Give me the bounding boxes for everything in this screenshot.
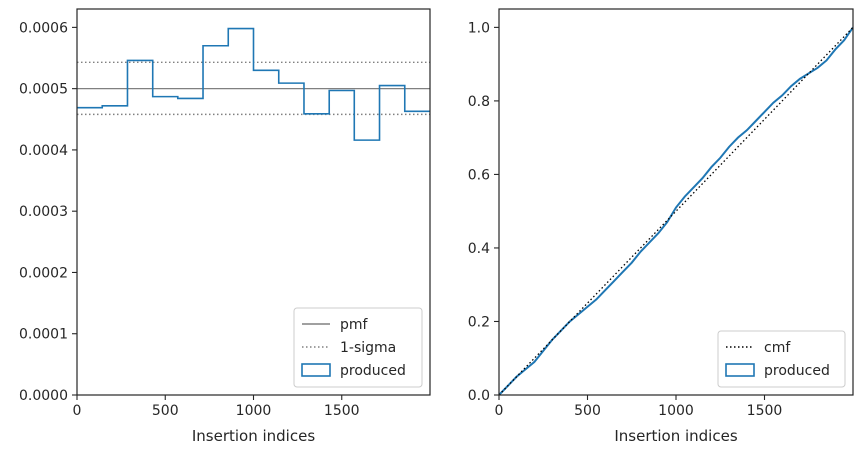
right-x-ticks: 0 500 1000 1500 (495, 395, 783, 419)
right-cmf-line (499, 26, 853, 395)
left-y-tick-label-6: 0.0006 (19, 20, 68, 36)
left-y-tick-label-5: 0.0005 (19, 82, 68, 98)
right-legend-produced-label: produced (764, 363, 830, 379)
right-plot-area (499, 26, 853, 395)
left-y-tick-label-4: 0.0004 (19, 143, 68, 159)
left-y-tick-label-2: 0.0002 (19, 265, 68, 281)
left-x-tick-label-2: 1000 (236, 403, 272, 419)
left-legend-box (293, 307, 423, 388)
left-x-axis-label: Insertion indices (192, 427, 315, 445)
right-y-tick-label-2: 0.4 (468, 241, 490, 257)
right-legend: cmf produced (717, 330, 846, 388)
right-cumulative-panel: 0 500 1000 1500 0.0 0.2 0.4 0.6 0.8 1.0 Insertio… (468, 8, 854, 445)
left-y-tick-label-3: 0.0003 (19, 204, 68, 220)
left-histogram-panel: 0 500 1000 1500 0.00000.00010.00020.00030.0… (19, 8, 431, 445)
right-x-tick-label-3: 1500 (747, 403, 783, 419)
right-legend-produced-swatch (725, 363, 755, 377)
right-y-ticks: 0.0 0.2 0.4 0.6 0.8 1.0 (468, 20, 499, 404)
left-legend-produced-label: produced (340, 363, 406, 379)
right-x-tick-label-2: 1000 (658, 403, 694, 419)
left-x-tick-label-0: 0 (73, 403, 82, 419)
right-y-tick-label-3: 0.6 (468, 167, 490, 183)
left-legend-produced-swatch (301, 363, 331, 377)
right-y-tick-label-0: 0.0 (468, 388, 490, 404)
left-x-tick-label-1: 500 (152, 403, 179, 419)
left-y-tick-label-1: 0.0001 (19, 327, 68, 343)
right-y-tick-label-4: 0.8 (468, 94, 490, 110)
left-legend: pmf 1-sigma produced (293, 307, 423, 388)
right-legend-cmf-label: cmf (764, 340, 791, 356)
right-x-tick-label-0: 0 (495, 403, 504, 419)
left-legend-1-sigma-label: 1-sigma (340, 340, 396, 356)
right-x-tick-label-1: 500 (574, 403, 601, 419)
left-y-ticks: 0.0000 0.0001 0.0002 0.0003 0.0004 0.0005 0.00… (19, 20, 77, 404)
left-plot-area (77, 27, 430, 141)
right-y-tick-label-5: 1.0 (468, 20, 490, 36)
right-y-tick-label-1: 0.2 (468, 314, 490, 330)
left-x-tick-label-3: 1500 (324, 403, 360, 419)
left-legend-pmf-label: pmf (340, 317, 369, 333)
right-legend-box (717, 330, 846, 388)
left-x-ticks: 0 500 1000 1500 (73, 395, 360, 419)
left-y-tick-label-0: 0.0000 (19, 388, 68, 404)
left-produced-step (77, 27, 430, 141)
right-x-axis-label: Insertion indices (614, 427, 737, 445)
